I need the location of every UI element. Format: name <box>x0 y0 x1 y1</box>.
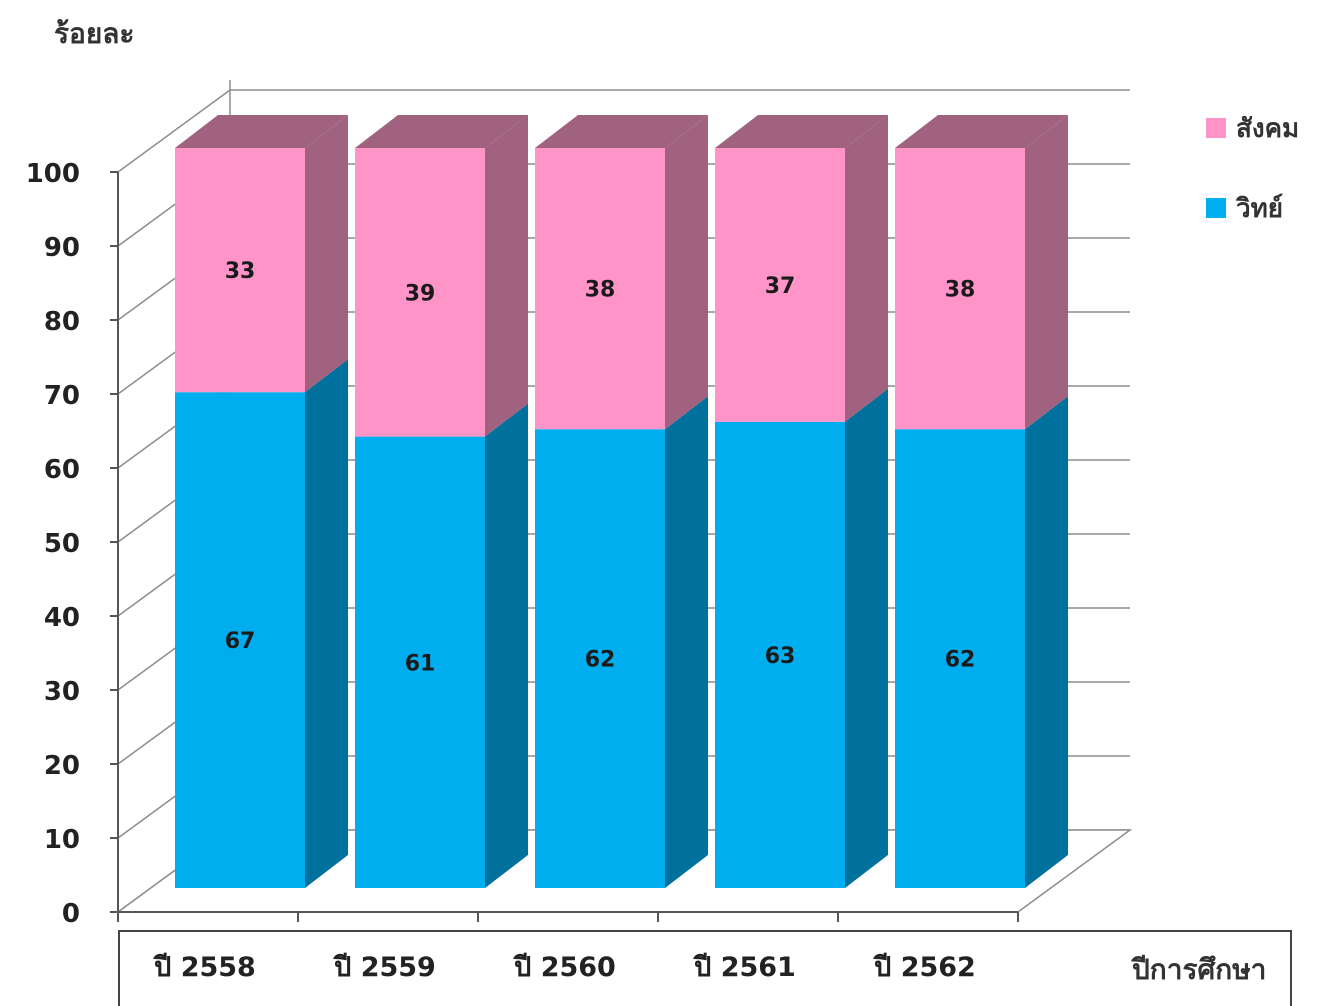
legend-label-science: วิทย์ <box>1236 188 1283 229</box>
bar-side-social <box>305 115 348 392</box>
x-axis-title: ปีการศึกษา <box>1132 948 1266 992</box>
y-tick-label: 30 <box>44 677 80 707</box>
bar-side-science <box>665 396 708 888</box>
bar-side-social <box>665 115 708 429</box>
y-tick-label: 50 <box>44 529 80 559</box>
legend: สังคม วิทย์ <box>1206 112 1299 272</box>
y-tick-label: 40 <box>44 603 80 633</box>
data-label-social: 38 <box>585 278 616 303</box>
bar-side-social <box>1025 115 1068 429</box>
legend-label-social: สังคม <box>1236 108 1299 149</box>
data-label-science: 67 <box>225 629 256 654</box>
bar-side-social <box>845 115 888 422</box>
data-label-social: 33 <box>225 259 256 284</box>
data-label-social: 37 <box>765 274 796 299</box>
bar-side-science <box>485 404 528 888</box>
y-tick-label: 100 <box>26 159 80 189</box>
data-label-science: 62 <box>945 648 976 673</box>
bar-side-social <box>485 115 528 437</box>
bar-side-science <box>845 389 888 888</box>
data-label-social: 38 <box>945 278 976 303</box>
legend-item-social: สังคม <box>1206 112 1299 144</box>
y-tick-label: 0 <box>62 899 80 929</box>
y-tick-label: 80 <box>44 307 80 337</box>
y-tick-label: 20 <box>44 751 80 781</box>
legend-swatch-social <box>1206 118 1226 138</box>
legend-item-science: วิทย์ <box>1206 192 1299 224</box>
y-axis-title: ร้อยละ <box>54 12 134 56</box>
category-axis-box <box>118 930 1292 1006</box>
legend-swatch-science <box>1206 198 1226 218</box>
bar-side-science <box>1025 396 1068 888</box>
data-label-science: 63 <box>765 644 796 669</box>
data-label-social: 39 <box>405 281 436 306</box>
data-label-science: 61 <box>405 651 436 676</box>
data-label-science: 62 <box>585 648 616 673</box>
y-tick-label: 70 <box>44 381 80 411</box>
y-tick-label: 10 <box>44 825 80 855</box>
bar-side-science <box>305 359 348 888</box>
y-tick-label: 90 <box>44 233 80 263</box>
y-tick-label: 60 <box>44 455 80 485</box>
